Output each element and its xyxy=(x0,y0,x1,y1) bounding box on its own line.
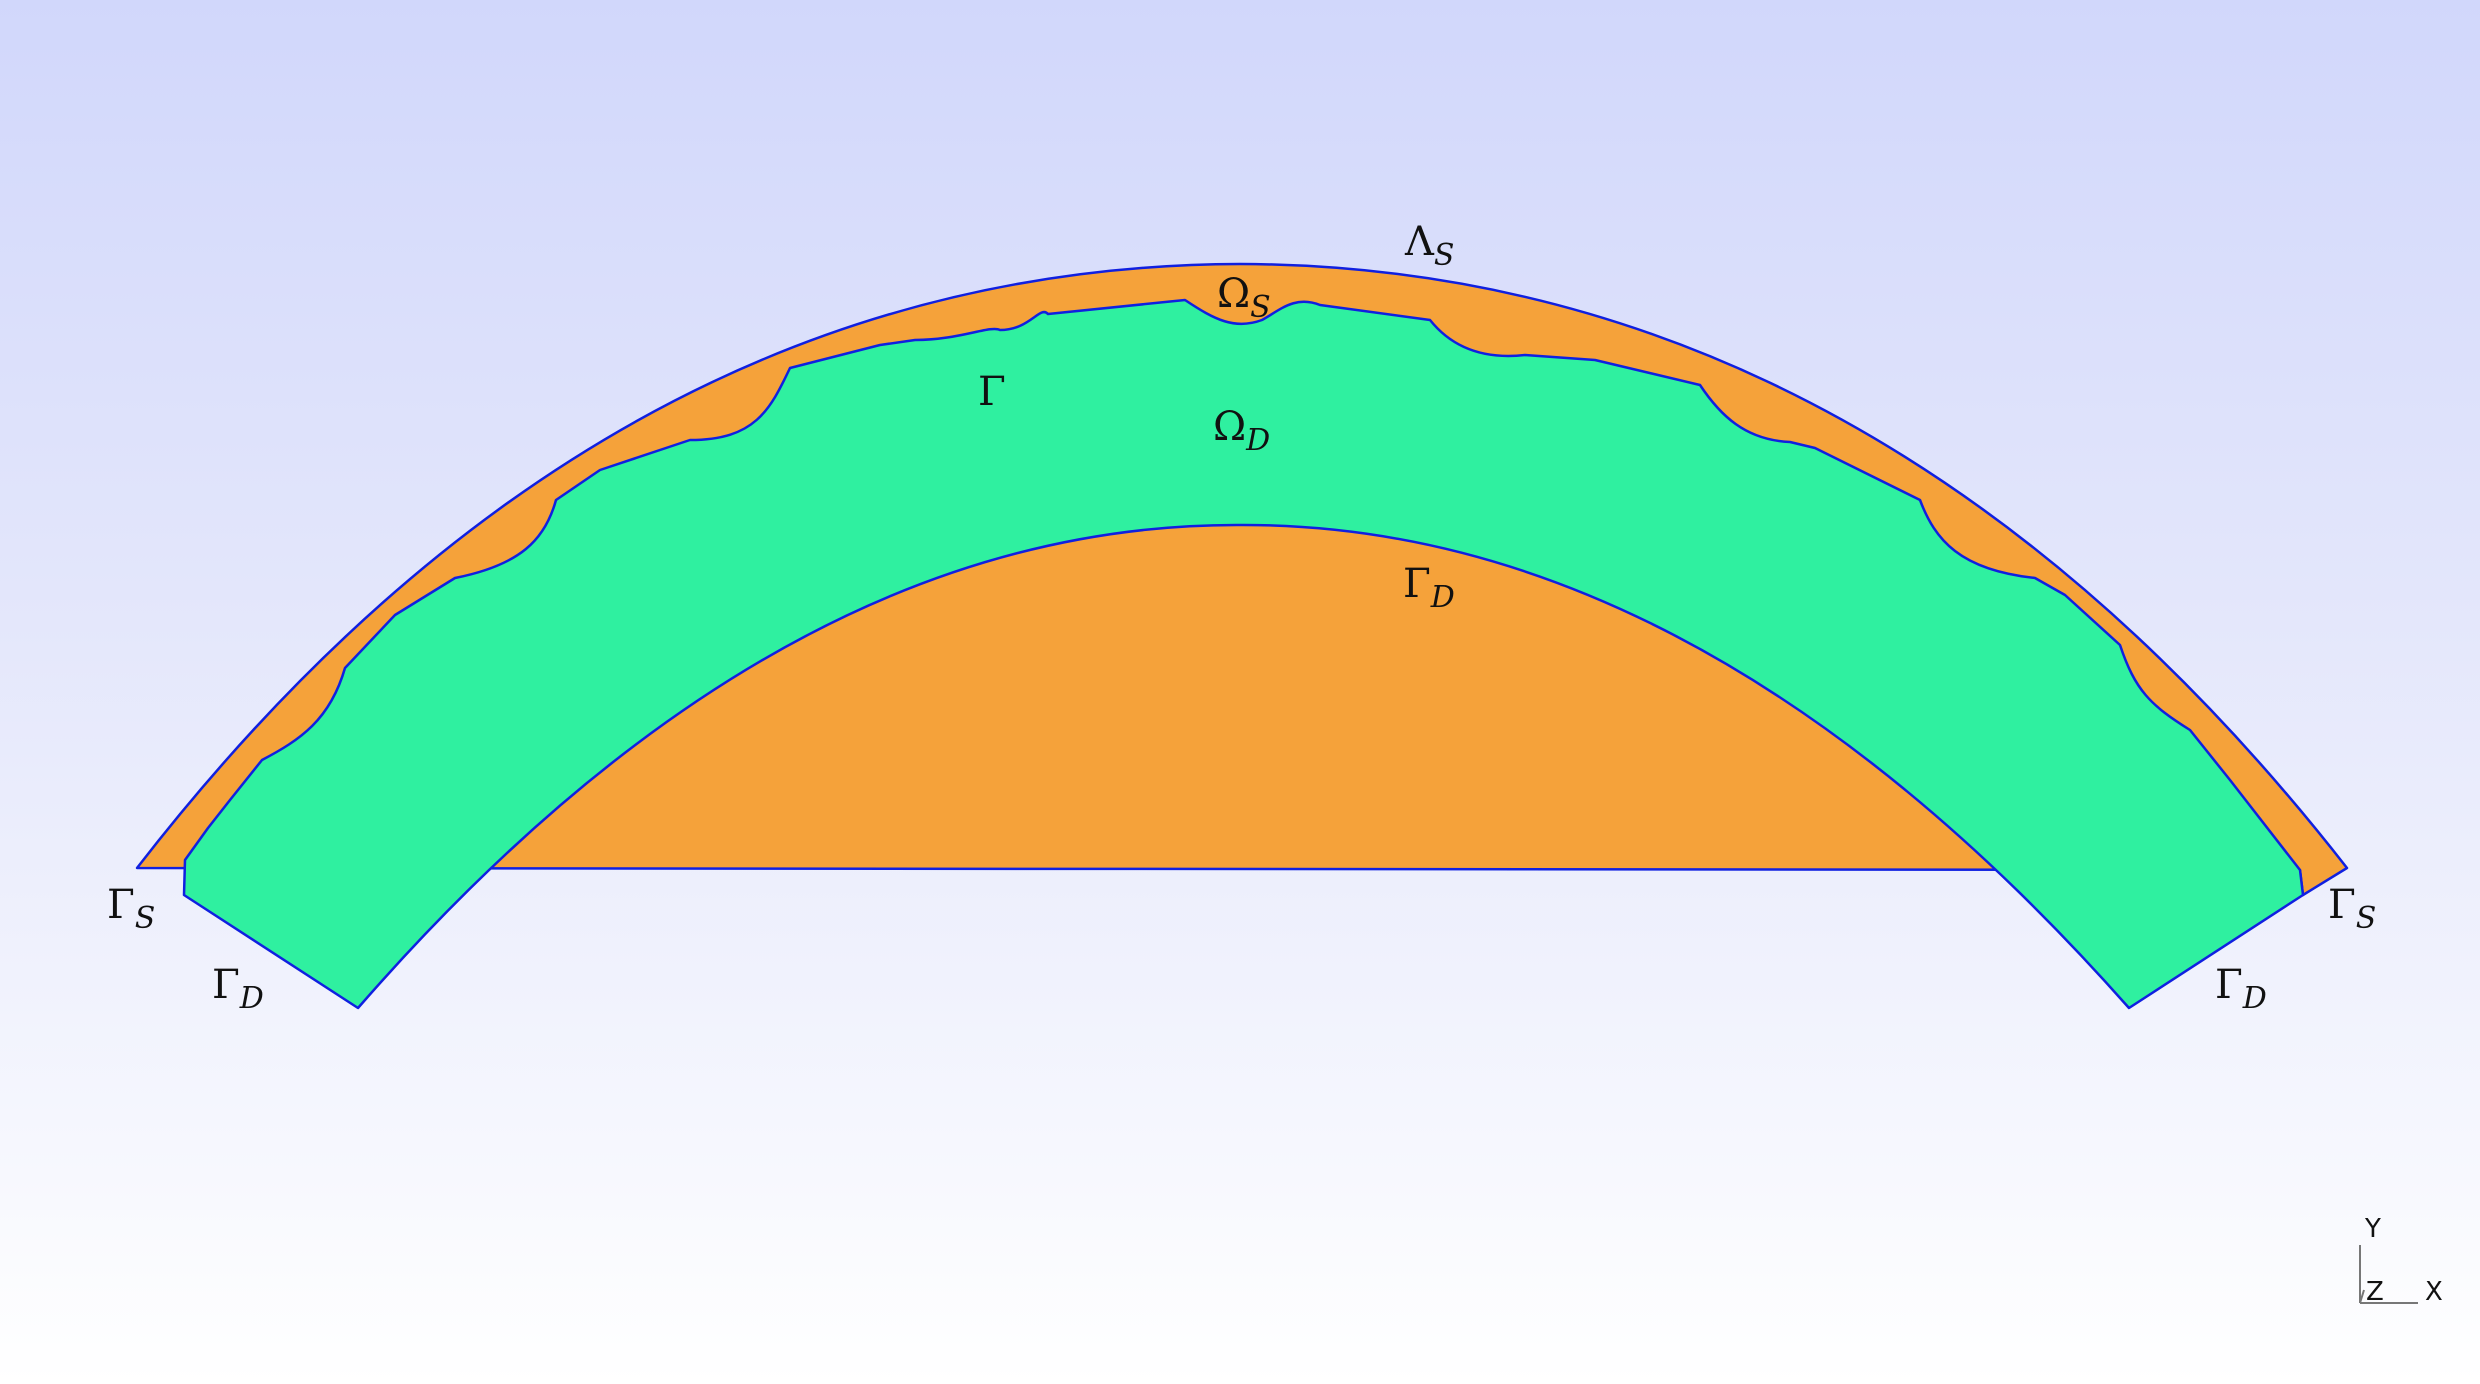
label-gamma-d-left: ΓD xyxy=(212,962,264,1016)
label-omega-s: ΩS xyxy=(1217,271,1271,325)
label-omega-d: ΩD xyxy=(1213,404,1270,458)
label-lambda-s: ΛS xyxy=(1404,219,1454,273)
label-gamma-d-right: ΓD xyxy=(2215,962,2267,1016)
axis-y-label: Y xyxy=(2364,1214,2381,1244)
axes-triad xyxy=(2359,1245,2418,1304)
darcy-region xyxy=(182,298,2305,1010)
label-gamma-d-inner: ΓD xyxy=(1403,561,1455,615)
label-gamma-interface: Γ xyxy=(978,369,1006,415)
label-gamma-s-left: ΓS xyxy=(107,882,155,936)
axis-x-label: X xyxy=(2425,1277,2443,1307)
axis-z-label: Z xyxy=(2366,1277,2384,1307)
label-gamma-s-right: ΓS xyxy=(2328,882,2376,936)
stokes-region xyxy=(135,262,2349,897)
